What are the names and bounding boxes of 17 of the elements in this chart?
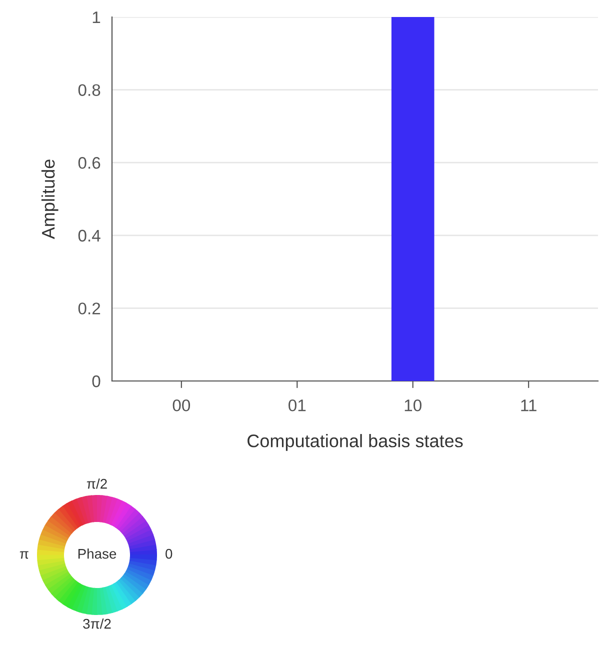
text: 0 [166,548,172,559]
x-axis-title: Computational basis states [248,434,463,451]
y-tick-label: 0.4 [78,230,100,242]
text: π/2 [86,478,107,489]
text: π [20,551,28,559]
y-tick-label: 0.6 [78,157,100,169]
text: 3π/2 [83,618,111,629]
x-tick-label: 00 [172,399,190,412]
y-tick-label: 0 [92,375,100,388]
x-tick-label: 10 [404,399,422,412]
text: Phase [78,548,116,559]
y-tick-label: 0.2 [78,302,100,314]
x-tick-label: 11 [521,400,536,412]
x-tick-label: 01 [288,399,306,412]
y-tick-label: 1 [92,12,100,24]
y-axis-title: Amplitude [41,160,58,240]
y-tick-label: 0.8 [78,84,100,96]
